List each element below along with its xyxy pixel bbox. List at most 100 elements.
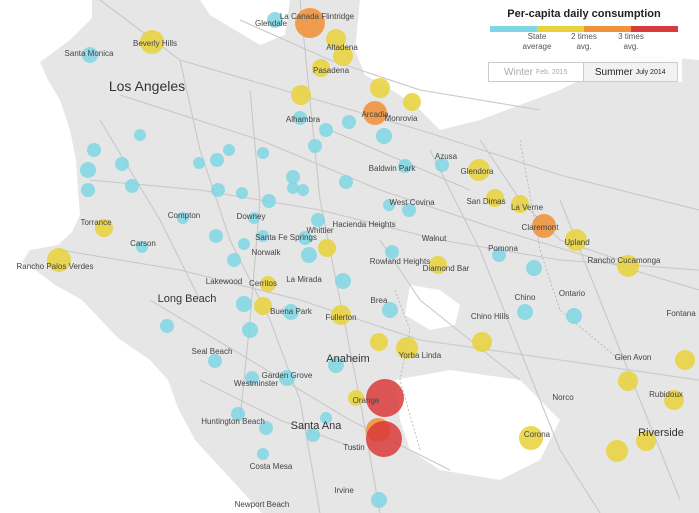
label-santa-monica: Santa Monica (65, 49, 114, 58)
circle-carson[interactable] (136, 241, 148, 253)
season-toggle[interactable]: Winter Feb. 2015 Summer July 2014 (488, 62, 678, 82)
circle-riverside-s[interactable] (606, 440, 628, 462)
circle-los-alamitos[interactable] (242, 322, 258, 338)
circle-west-covina[interactable] (402, 203, 416, 217)
circle-pico-rivera-2[interactable] (297, 184, 309, 196)
circle-montclair[interactable] (526, 260, 542, 276)
circle-inglewood[interactable] (87, 143, 101, 157)
circle-corona[interactable] (519, 426, 543, 450)
circle-south-gate[interactable] (193, 157, 205, 169)
circle-san-dimas[interactable] (486, 189, 504, 207)
circle-tustin[interactable] (366, 421, 402, 457)
circle-santa-monica[interactable] (82, 47, 98, 63)
circle-downey-e[interactable] (262, 194, 276, 208)
circle-glendora[interactable] (468, 159, 490, 181)
circle-montebello[interactable] (286, 170, 300, 184)
circle-irvine[interactable] (371, 492, 387, 508)
circle-upland[interactable] (565, 229, 587, 251)
circle-fullerton[interactable] (331, 305, 351, 325)
circle-azusa[interactable] (435, 158, 449, 172)
circle-bell[interactable] (210, 153, 224, 167)
circle-la-habra[interactable] (301, 247, 317, 263)
circle-cerritos[interactable] (260, 276, 276, 292)
circle-buena-park[interactable] (283, 304, 299, 320)
circle-long-beach-e[interactable] (236, 296, 252, 312)
circle-chino-hills-s[interactable] (472, 332, 492, 352)
circle-brea[interactable] (382, 302, 398, 318)
circle-pico-rivera[interactable] (287, 182, 299, 194)
circle-la-verne[interactable] (511, 195, 529, 213)
circle-huntington[interactable] (231, 407, 245, 421)
circle-altadena-2[interactable] (333, 46, 353, 66)
circle-chino-hills[interactable] (517, 304, 533, 320)
circle-gardena[interactable] (125, 179, 139, 193)
circle-santa-fe[interactable] (298, 231, 312, 245)
circle-baldwin-park[interactable] (398, 159, 412, 173)
circle-pasadena[interactable] (312, 59, 330, 77)
circle-norwalk-w[interactable] (238, 238, 250, 250)
circle-hawthorne[interactable] (115, 157, 129, 171)
circle-orange-w[interactable] (348, 390, 364, 406)
circle-chino[interactable] (566, 308, 582, 324)
circle-long-beach[interactable] (160, 319, 174, 333)
circle-bellflower[interactable] (236, 187, 248, 199)
circle-norwalk[interactable] (257, 230, 269, 242)
circle-garden-grove[interactable] (279, 370, 295, 386)
winter-button[interactable]: Winter Feb. 2015 (489, 63, 584, 81)
label-claremont: Claremont (522, 223, 560, 232)
label-upland: Upland (564, 238, 589, 247)
circle-arcadia[interactable] (363, 101, 387, 125)
circle-glen-avon[interactable] (618, 371, 638, 391)
circle-fontana-s[interactable] (675, 350, 695, 370)
circle-fountain-valley[interactable] (259, 421, 273, 435)
circle-downey[interactable] (248, 212, 260, 224)
circle-rancho-palos-verdes[interactable] (47, 248, 71, 272)
circle-manhattan[interactable] (81, 183, 95, 197)
circle-whittier-e[interactable] (318, 239, 336, 257)
circle-glendale[interactable] (267, 12, 283, 28)
circle-lakewood[interactable] (227, 253, 241, 267)
circle-anaheim[interactable] (328, 357, 344, 373)
circle-santa-ana-n[interactable] (320, 412, 332, 424)
circle-diamond-bar[interactable] (429, 256, 447, 274)
circle-pico[interactable] (257, 147, 269, 159)
circle-placentia[interactable] (370, 333, 388, 351)
summer-button[interactable]: Summer July 2014 (583, 63, 677, 81)
circle-santa-ana[interactable] (306, 428, 320, 442)
circle-paramount[interactable] (211, 183, 225, 197)
circle-bradbury[interactable] (403, 93, 421, 111)
circle-costa-mesa[interactable] (257, 448, 269, 460)
circle-la-mirada[interactable] (335, 273, 351, 289)
circle-west-covina-2[interactable] (383, 199, 395, 211)
circle-la-palma[interactable] (254, 297, 272, 315)
circle-near-arcadia[interactable] (376, 128, 392, 144)
circle-altadena[interactable] (326, 29, 346, 49)
circle-claremont[interactable] (532, 214, 556, 238)
circle-compton[interactable] (177, 212, 189, 224)
circle-maywood[interactable] (223, 144, 235, 156)
circle-la-puente[interactable] (339, 175, 353, 189)
circle-el-monte[interactable] (342, 115, 356, 129)
circle-la-canada[interactable] (295, 8, 325, 38)
circle-rosemead[interactable] (308, 139, 322, 153)
circle-bellflower-s[interactable] (209, 229, 223, 243)
circle-culver[interactable] (134, 129, 146, 141)
circle-near-alhambra[interactable] (319, 123, 333, 137)
circle-seal-beach[interactable] (208, 354, 222, 368)
circle-beverly-hills[interactable] (140, 30, 164, 54)
circle-san-marino[interactable] (291, 85, 311, 105)
circle-rubidoux[interactable] (664, 390, 684, 410)
circle-rowland[interactable] (385, 245, 399, 259)
circle-sierra-madre[interactable] (370, 78, 390, 98)
circle-pomona[interactable] (492, 248, 506, 262)
circle-orange[interactable] (366, 379, 404, 417)
circle-alhambra[interactable] (293, 111, 307, 125)
circle-el-segundo[interactable] (80, 162, 96, 178)
circle-yorba-linda[interactable] (396, 337, 418, 359)
circle-whittier[interactable] (311, 213, 325, 227)
circle-rancho-cucamonga[interactable] (617, 255, 639, 277)
circle-torrance[interactable] (95, 219, 113, 237)
circle-westminster[interactable] (245, 371, 259, 385)
circle-riverside[interactable] (636, 431, 656, 451)
